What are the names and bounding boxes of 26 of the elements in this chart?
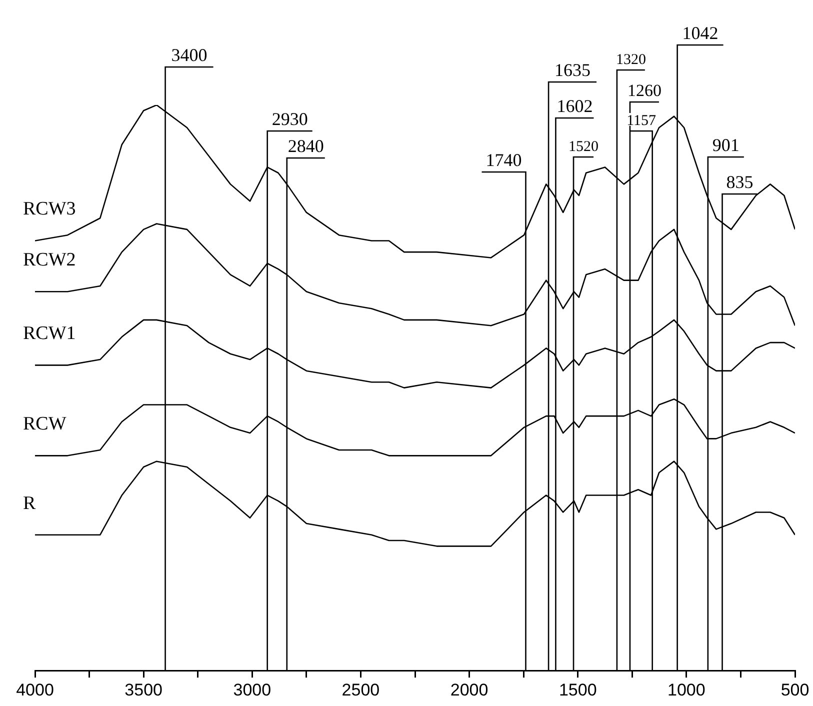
ref-line-label: 2840 [288,136,324,156]
x-tick-label: 1000 [668,680,706,700]
ref-line-label: 1260 [627,81,662,100]
x-tick-label: 500 [780,680,810,700]
ref-line-label: 3400 [171,45,208,65]
series-label: R [23,492,36,514]
x-tick-label: 1500 [558,680,597,700]
x-tick-label: 3000 [233,680,272,700]
ref-line-label: 1320 [616,52,646,68]
series-label: RCW3 [23,198,76,220]
ref-line-label: 835 [726,172,754,192]
x-tick-label: 2500 [342,680,380,700]
ref-line-label: 1635 [554,60,591,80]
ref-line-label: 1157 [626,113,657,129]
ref-line-label: 1520 [568,139,599,155]
ref-line-label: 1740 [486,150,522,170]
ref-line-label: 901 [712,135,740,155]
x-tick-label: 3500 [124,680,162,700]
ref-line-label: 2930 [272,109,308,129]
ref-line-label: 1602 [556,96,593,116]
series-label: RCW1 [23,323,76,344]
x-tick-label: 2000 [450,680,488,700]
x-tick-label: 4000 [16,680,54,700]
series-label: RCW [23,414,66,435]
ref-line-label: 1042 [682,23,718,43]
series-label: RCW2 [23,250,76,271]
